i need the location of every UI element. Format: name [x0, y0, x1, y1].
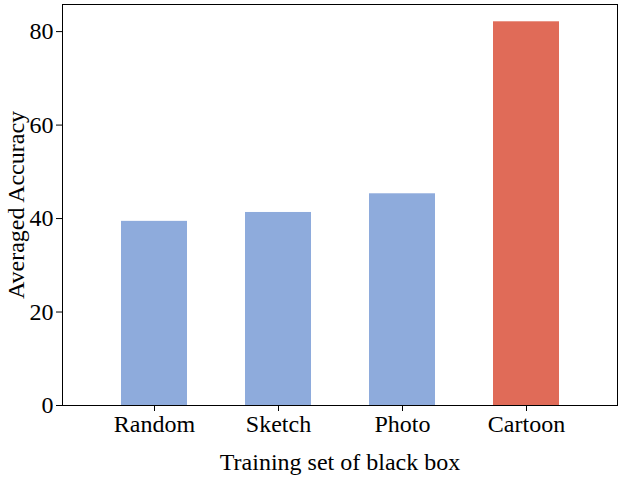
- svg-text:Training set of black box: Training set of black box: [220, 449, 460, 475]
- svg-text:Cartoon: Cartoon: [488, 411, 565, 437]
- svg-text:60: 60: [30, 112, 54, 138]
- svg-text:80: 80: [30, 18, 54, 44]
- svg-text:20: 20: [30, 299, 54, 325]
- svg-text:Photo: Photo: [374, 411, 430, 437]
- svg-text:Sketch: Sketch: [246, 411, 311, 437]
- svg-text:40: 40: [30, 205, 54, 231]
- svg-text:Random: Random: [114, 411, 196, 437]
- svg-text:Averaged Accuracy: Averaged Accuracy: [3, 111, 29, 299]
- svg-text:0: 0: [42, 392, 54, 418]
